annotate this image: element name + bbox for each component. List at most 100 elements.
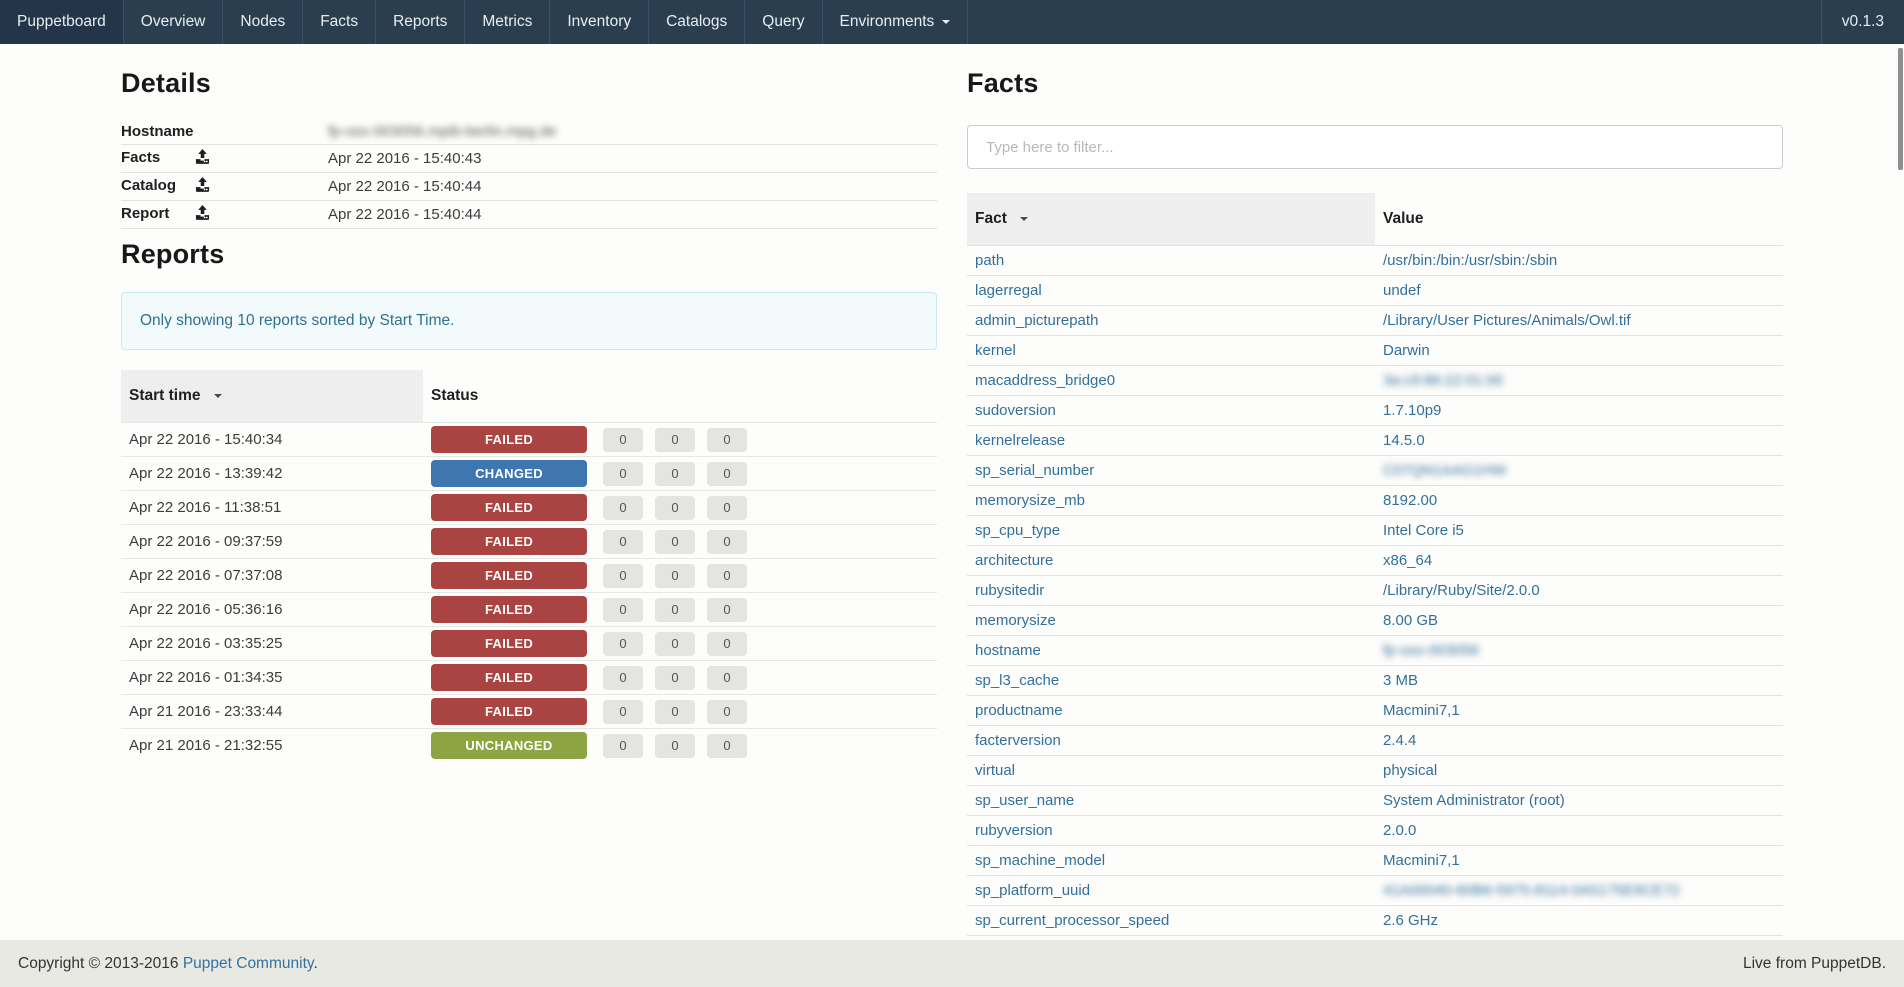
report-count-cell: 0	[647, 593, 699, 627]
fact-value-link[interactable]: x86_64	[1383, 552, 1432, 569]
navbar-item-nodes[interactable]: Nodes	[223, 0, 303, 44]
report-row[interactable]: Apr 22 2016 - 09:37:59FAILED000	[121, 525, 937, 559]
fact-name-link[interactable]: sp_cpu_type	[975, 522, 1060, 539]
report-row[interactable]: Apr 22 2016 - 11:38:51FAILED000	[121, 491, 937, 525]
fact-value-link[interactable]: 2.4.4	[1383, 732, 1416, 749]
fact-name-link[interactable]: hostname	[975, 642, 1041, 659]
details-row: Report Apr 22 2016 - 15:40:44	[121, 201, 937, 229]
fact-row: productname Macmini7,1	[967, 696, 1783, 726]
fact-row: hostname fp-osx-003056	[967, 636, 1783, 666]
fact-name-link[interactable]: architecture	[975, 552, 1053, 569]
fact-value-link[interactable]: Macmini7,1	[1383, 702, 1460, 719]
fact-name-link[interactable]: sudoversion	[975, 402, 1056, 419]
report-spacer-cell	[751, 627, 937, 661]
fact-value-link[interactable]: 14.5.0	[1383, 432, 1425, 449]
fact-name-link[interactable]: kernel	[975, 342, 1016, 359]
fact-name-link[interactable]: facterversion	[975, 732, 1061, 749]
fact-value-cell: physical	[1375, 756, 1783, 786]
fact-name-link[interactable]: rubyversion	[975, 822, 1053, 839]
fact-name-link[interactable]: rubysitedir	[975, 582, 1044, 599]
fact-name-link[interactable]: lagerregal	[975, 282, 1042, 299]
report-count-cell: 0	[647, 695, 699, 729]
fact-value-link[interactable]: 1.7.10p9	[1383, 402, 1441, 419]
upload-icon[interactable]	[195, 177, 210, 196]
upload-icon[interactable]	[195, 149, 210, 168]
copyright-prefix: Copyright © 2013-2016	[18, 955, 183, 972]
fact-value-link[interactable]: 8.00 GB	[1383, 612, 1438, 629]
fact-name-link[interactable]: sp_current_processor_speed	[975, 912, 1169, 929]
fact-name-link[interactable]: productname	[975, 702, 1063, 719]
navbar-item-catalogs[interactable]: Catalogs	[649, 0, 745, 44]
report-row[interactable]: Apr 21 2016 - 21:32:55UNCHANGED000	[121, 729, 937, 763]
fact-name-link[interactable]: memorysize_mb	[975, 492, 1085, 509]
report-start-time: Apr 22 2016 - 11:38:51	[121, 491, 423, 525]
redacted-fact-value[interactable]: 41A00040-60B6-5975-8114-0A5175E9CE72	[1383, 882, 1680, 899]
fact-value-link[interactable]: System Administrator (root)	[1383, 792, 1565, 809]
redacted-fact-value[interactable]: fp-osx-003056	[1383, 642, 1479, 659]
fact-value-link[interactable]: 8192.00	[1383, 492, 1437, 509]
facts-filter-input[interactable]	[967, 125, 1783, 169]
reports-sort-header-start-time[interactable]: Start time	[121, 370, 423, 423]
details-value-cell: Apr 22 2016 - 15:40:44	[328, 173, 937, 201]
report-count-cell: 0	[647, 627, 699, 661]
redacted-fact-value[interactable]: C07QN1AAG1HW	[1383, 462, 1506, 479]
fact-value-link[interactable]: 2.0.0	[1383, 822, 1416, 839]
facts-header-value[interactable]: Value	[1375, 193, 1783, 246]
fact-value-link[interactable]: Intel Core i5	[1383, 522, 1464, 539]
navbar-item-inventory[interactable]: Inventory	[550, 0, 649, 44]
fact-value-link[interactable]: physical	[1383, 762, 1437, 779]
report-status-cell: FAILED	[423, 593, 595, 627]
redacted-value: fp-osx-003056.mpib-berlin.mpg.de	[328, 123, 556, 140]
report-row[interactable]: Apr 21 2016 - 23:33:44FAILED000	[121, 695, 937, 729]
fact-name-link[interactable]: sp_machine_model	[975, 852, 1105, 869]
fact-name-link[interactable]: macaddress_bridge0	[975, 372, 1115, 389]
details-row: Catalog Apr 22 2016 - 15:40:44	[121, 173, 937, 201]
upload-icon[interactable]	[195, 205, 210, 224]
report-start-time: Apr 21 2016 - 23:33:44	[121, 695, 423, 729]
count-badge: 0	[655, 496, 695, 520]
redacted-fact-value[interactable]: 3a:c9:86:22:01:00	[1383, 372, 1503, 389]
report-count-cell: 0	[647, 491, 699, 525]
navbar-item-query[interactable]: Query	[745, 0, 822, 44]
report-row[interactable]: Apr 22 2016 - 01:34:35FAILED000	[121, 661, 937, 695]
puppet-community-link[interactable]: Puppet Community	[183, 955, 314, 972]
report-row[interactable]: Apr 22 2016 - 05:36:16FAILED000	[121, 593, 937, 627]
details-label: Catalog	[121, 177, 191, 194]
fact-value-link[interactable]: Darwin	[1383, 342, 1430, 359]
vertical-scrollbar-thumb[interactable]	[1898, 48, 1903, 170]
fact-name-link[interactable]: admin_picturepath	[975, 312, 1098, 329]
fact-value-link[interactable]: undef	[1383, 282, 1421, 299]
navbar-brand[interactable]: Puppetboard	[0, 0, 124, 44]
fact-name-link[interactable]: sp_platform_uuid	[975, 882, 1090, 899]
report-row[interactable]: Apr 22 2016 - 15:40:34FAILED000	[121, 423, 937, 457]
fact-name-link[interactable]: memorysize	[975, 612, 1056, 629]
fact-value-cell: System Administrator (root)	[1375, 786, 1783, 816]
fact-name-link[interactable]: sp_l3_cache	[975, 672, 1059, 689]
report-spacer-cell	[751, 593, 937, 627]
navbar-item-environments[interactable]: Environments	[823, 0, 969, 44]
fact-value-link[interactable]: 3 MB	[1383, 672, 1418, 689]
report-row[interactable]: Apr 22 2016 - 07:37:08FAILED000	[121, 559, 937, 593]
fact-name-link[interactable]: virtual	[975, 762, 1015, 779]
navbar-item-metrics[interactable]: Metrics	[465, 0, 550, 44]
fact-value-cell: Intel Core i5	[1375, 516, 1783, 546]
navbar-item-facts[interactable]: Facts	[303, 0, 376, 44]
fact-name-link[interactable]: path	[975, 252, 1004, 269]
fact-name-cell: virtual	[967, 756, 1375, 786]
fact-name-link[interactable]: sp_user_name	[975, 792, 1074, 809]
report-row[interactable]: Apr 22 2016 - 13:39:42CHANGED000	[121, 457, 937, 491]
report-row[interactable]: Apr 22 2016 - 03:35:25FAILED000	[121, 627, 937, 661]
report-count-cell: 0	[595, 525, 647, 559]
fact-value-link[interactable]: 2.6 GHz	[1383, 912, 1438, 929]
fact-value-link[interactable]: /Library/User Pictures/Animals/Owl.tif	[1383, 312, 1631, 329]
facts-sort-header-fact[interactable]: Fact	[967, 193, 1375, 246]
navbar-item-overview[interactable]: Overview	[124, 0, 224, 44]
fact-name-link[interactable]: kernelrelease	[975, 432, 1065, 449]
navbar-item-reports[interactable]: Reports	[376, 0, 465, 44]
reports-header-status[interactable]: Status	[423, 370, 937, 423]
fact-name-link[interactable]: sp_serial_number	[975, 462, 1094, 479]
fact-value-link[interactable]: /Library/Ruby/Site/2.0.0	[1383, 582, 1540, 599]
count-badge: 0	[707, 530, 747, 554]
fact-value-link[interactable]: /usr/bin:/bin:/usr/sbin:/sbin	[1383, 252, 1557, 269]
fact-value-link[interactable]: Macmini7,1	[1383, 852, 1460, 869]
